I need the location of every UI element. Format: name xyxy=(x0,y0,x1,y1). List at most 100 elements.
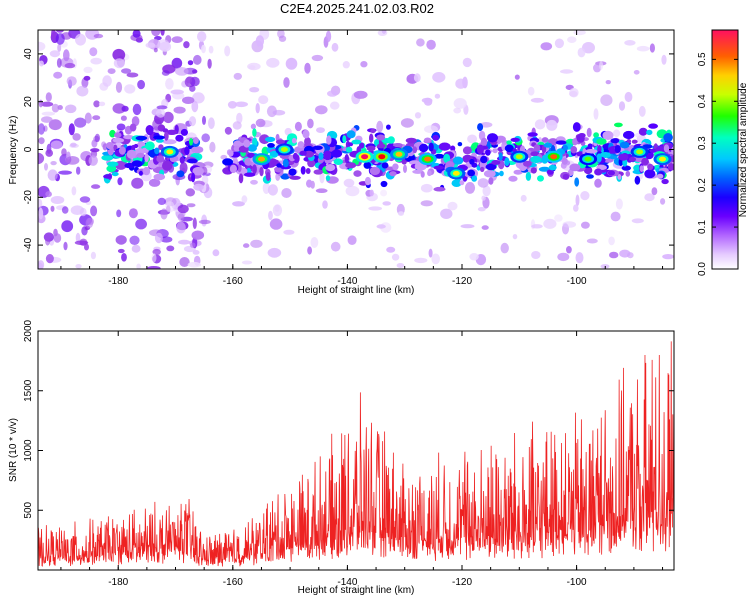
heatmap-cell xyxy=(88,155,98,166)
heatmap-cell xyxy=(428,248,433,258)
heatmap-cell xyxy=(192,250,200,255)
heatmap-cell xyxy=(267,247,282,258)
heatmap-cell xyxy=(452,156,464,165)
heatmap-cell xyxy=(56,58,62,68)
heatmap-cell xyxy=(288,160,295,165)
heatmap-cell xyxy=(107,68,116,74)
heatmap-cell xyxy=(175,67,189,76)
spectrogram-ticks: -180 -160 -140 -120 -100 -40 -20 0 20 40 xyxy=(23,30,674,287)
heatmap-cell xyxy=(55,30,64,33)
heatmap-cell xyxy=(50,205,55,212)
heatmap-cell xyxy=(580,191,590,201)
heatmap-cell xyxy=(307,246,312,255)
heatmap-cell xyxy=(75,264,82,269)
heatmap-cell xyxy=(325,175,331,182)
heatmap-cell xyxy=(173,106,186,114)
heatmap-cell xyxy=(416,38,425,47)
heatmap-cell xyxy=(148,178,161,187)
heatmap-cell xyxy=(38,207,44,220)
heatmap-cell xyxy=(269,150,279,158)
heatmap-cell xyxy=(51,103,60,113)
heatmap-cell xyxy=(162,160,173,171)
heatmap-cell xyxy=(224,126,232,135)
colorbar-tick-label: 0.0 xyxy=(697,262,708,276)
heatmap-cell xyxy=(434,153,445,159)
heatmap-cell xyxy=(89,47,98,57)
heatmap-cell xyxy=(380,189,388,197)
heatmap-cell xyxy=(583,166,593,175)
heatmap-cell xyxy=(285,57,298,70)
heatmap-cell xyxy=(157,197,166,205)
heatmap-cell xyxy=(92,115,101,121)
heatmap-cell xyxy=(629,156,636,162)
heatmap-cell xyxy=(649,43,656,53)
heatmap-cell xyxy=(74,240,89,246)
heatmap-cell xyxy=(460,224,475,229)
heatmap-cell xyxy=(596,138,607,145)
heatmap-cell xyxy=(513,169,523,175)
heatmap-cell xyxy=(131,244,141,253)
heatmap-peak xyxy=(361,154,369,160)
heatmap-cell xyxy=(624,91,633,103)
heatmap-cell xyxy=(562,173,570,180)
heatmap-cell xyxy=(593,108,599,120)
heatmap-cell xyxy=(68,123,75,136)
heatmap-cell xyxy=(191,230,205,240)
heatmap-cell xyxy=(188,116,197,127)
heatmap-cell xyxy=(94,133,100,143)
heatmap-cell xyxy=(121,105,129,112)
heatmap-cell xyxy=(252,128,257,137)
heatmap-cell xyxy=(570,146,578,154)
heatmap-cell xyxy=(155,108,166,118)
heatmap-cell xyxy=(555,140,567,145)
heatmap-cell xyxy=(403,164,407,173)
heatmap-cell xyxy=(38,41,46,51)
heatmap-cell xyxy=(641,157,649,166)
heatmap-cell xyxy=(129,123,137,132)
heatmap-cell xyxy=(389,171,397,177)
y-tick-label: 1500 xyxy=(23,379,34,402)
heatmap-cell xyxy=(198,219,211,225)
heatmap-cell xyxy=(291,137,297,144)
heatmap-peak xyxy=(659,156,666,162)
heatmap-cell xyxy=(145,141,155,151)
heatmap-cell xyxy=(431,253,441,265)
heatmap-cell xyxy=(53,71,63,79)
heatmap-cell xyxy=(347,235,357,245)
heatmap-cell xyxy=(189,76,200,87)
heatmap-cell xyxy=(607,170,616,176)
heatmap-cell xyxy=(451,179,462,187)
heatmap-peak xyxy=(395,151,403,157)
heatmap-cell xyxy=(533,144,541,152)
heatmap-cell xyxy=(615,198,623,210)
heatmap-cell xyxy=(247,144,257,152)
heatmap-cell xyxy=(548,164,557,171)
heatmap-cell xyxy=(477,178,489,188)
snr-ticks: -180 -160 -140 -120 -100 500 1000 1500 2000 xyxy=(23,319,674,588)
heatmap-cell xyxy=(330,241,341,252)
heatmap-cell xyxy=(70,205,84,215)
heatmap-cell xyxy=(57,43,62,52)
heatmap-peak xyxy=(636,149,644,155)
x-tick-label: -160 xyxy=(223,276,243,287)
heatmap-cell xyxy=(302,129,310,139)
heatmap-cell xyxy=(626,139,631,144)
heatmap-cell xyxy=(55,33,65,45)
heatmap-cell xyxy=(596,153,602,163)
heatmap-cell xyxy=(41,111,55,116)
heatmap-cell xyxy=(162,111,174,124)
heatmap-cell xyxy=(266,57,280,68)
heatmap-peak xyxy=(515,154,523,160)
heatmap-cell xyxy=(661,178,669,185)
heatmap-cell xyxy=(327,90,338,97)
heatmap-cell xyxy=(283,77,290,88)
heatmap-cell xyxy=(276,163,282,168)
heatmap-cell xyxy=(644,193,655,202)
heatmap-cell xyxy=(510,137,520,142)
heatmap-cell xyxy=(546,119,558,131)
heatmap-cell xyxy=(554,38,565,49)
heatmap-cell xyxy=(65,156,80,165)
heatmap-cell xyxy=(109,129,116,138)
heatmap-cell xyxy=(38,152,45,165)
